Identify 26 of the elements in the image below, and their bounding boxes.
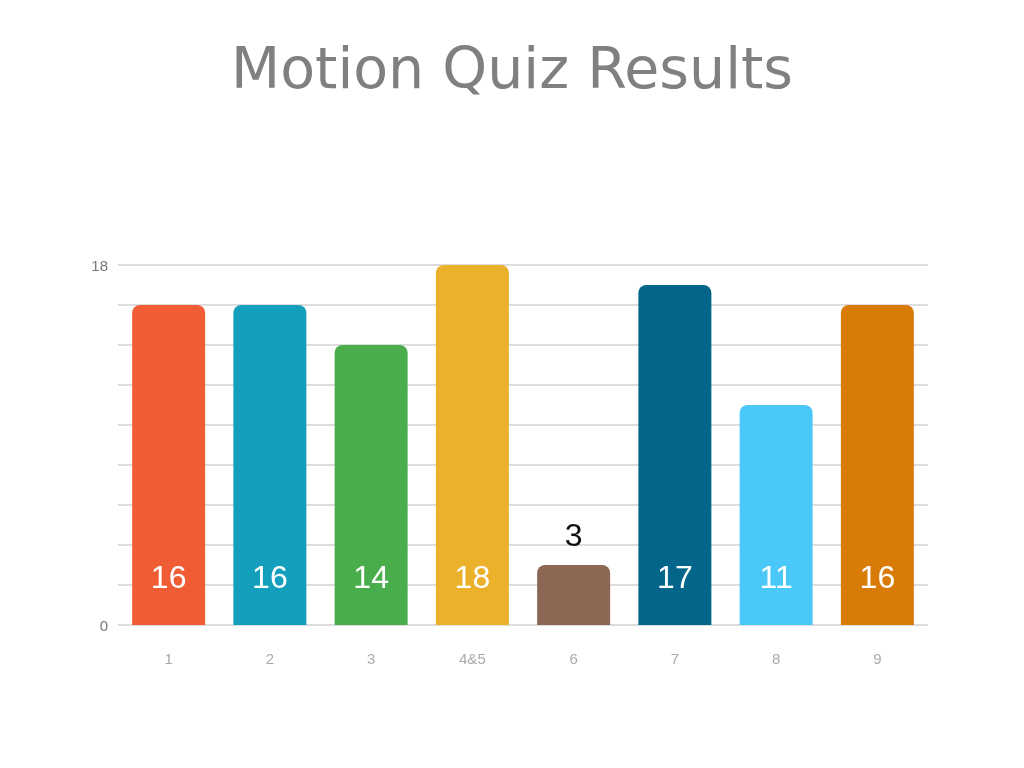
x-tick-label: 6	[569, 650, 578, 667]
data-label: 3	[564, 517, 583, 553]
data-label: 16	[859, 559, 896, 595]
data-label: 11	[759, 559, 793, 595]
bar	[840, 305, 914, 625]
x-tick-label: 7	[670, 650, 680, 667]
data-label: 18	[454, 559, 491, 595]
bar	[132, 305, 206, 625]
bar	[334, 345, 408, 625]
data-label: 16	[252, 559, 288, 595]
chart-title: Motion Quiz Results	[230, 34, 794, 101]
x-tick-label: 4&5	[459, 650, 486, 667]
data-label: 17	[657, 559, 693, 595]
x-tick-label: 8	[771, 650, 781, 667]
x-tick-label: 1	[164, 650, 173, 667]
bar	[435, 265, 509, 625]
bar	[638, 285, 712, 625]
x-tick-label: 2	[265, 650, 275, 667]
y-tick-label: 0	[99, 616, 108, 634]
x-tick-label: 3	[366, 650, 376, 667]
bar	[739, 405, 813, 625]
bar	[537, 565, 611, 625]
data-label: 16	[150, 559, 187, 595]
bar	[233, 305, 307, 625]
x-tick-label: 9	[873, 650, 882, 667]
data-label: 14	[353, 559, 389, 595]
